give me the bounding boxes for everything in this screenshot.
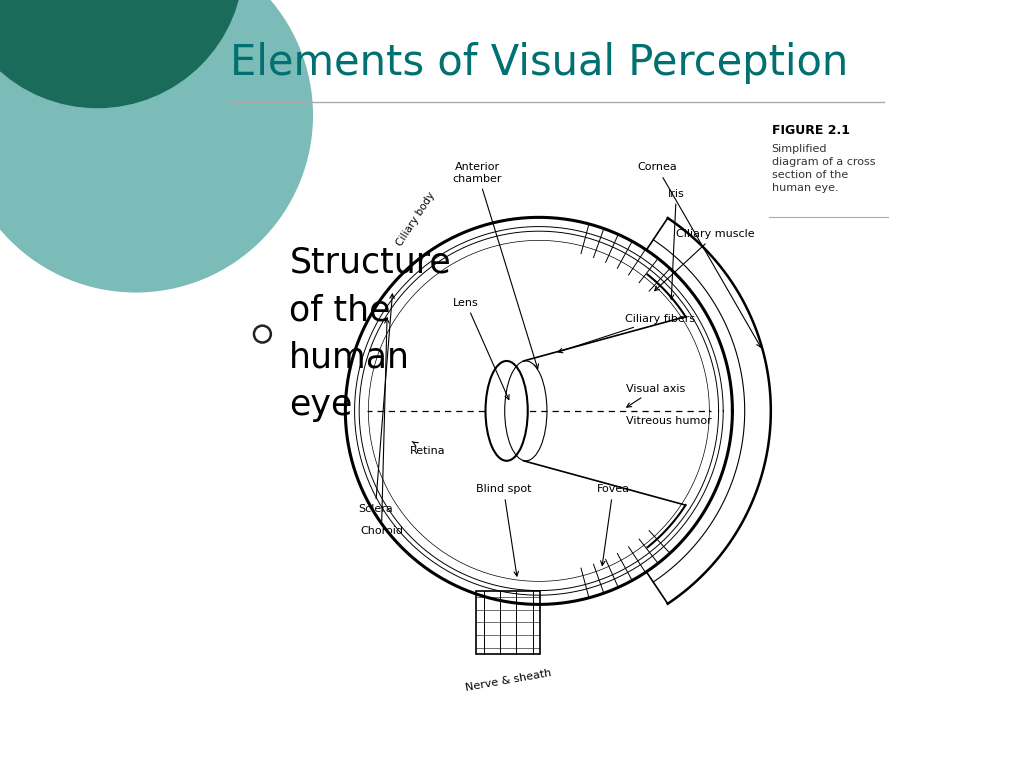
Circle shape	[0, 0, 312, 292]
Text: Cornea: Cornea	[637, 162, 761, 347]
Text: FIGURE 2.1: FIGURE 2.1	[772, 124, 850, 137]
Text: Retina: Retina	[410, 442, 445, 456]
Text: Lens: Lens	[453, 297, 509, 399]
Text: Ciliary muscle: Ciliary muscle	[654, 229, 755, 291]
Text: Blind spot: Blind spot	[476, 484, 531, 576]
Text: Anterior
chamber: Anterior chamber	[453, 162, 539, 369]
Text: Simplified
diagram of a cross
section of the
human eye.: Simplified diagram of a cross section of…	[772, 144, 876, 193]
Text: Ciliary body: Ciliary body	[395, 190, 437, 248]
Text: Elements of Visual Perception: Elements of Visual Perception	[229, 42, 848, 84]
Text: Ciliary fibers: Ciliary fibers	[558, 313, 695, 353]
Text: Fovea: Fovea	[596, 484, 630, 565]
Ellipse shape	[485, 361, 527, 461]
Text: Choroid: Choroid	[360, 319, 402, 537]
Text: Vitreous humor: Vitreous humor	[626, 415, 712, 426]
Text: Sclera: Sclera	[358, 294, 394, 515]
Text: Structure
of the
human
eye: Structure of the human eye	[289, 246, 451, 422]
Text: Nerve & sheath: Nerve & sheath	[464, 668, 552, 694]
Circle shape	[0, 0, 244, 108]
Text: Iris: Iris	[668, 188, 685, 300]
Text: Visual axis: Visual axis	[626, 383, 685, 407]
